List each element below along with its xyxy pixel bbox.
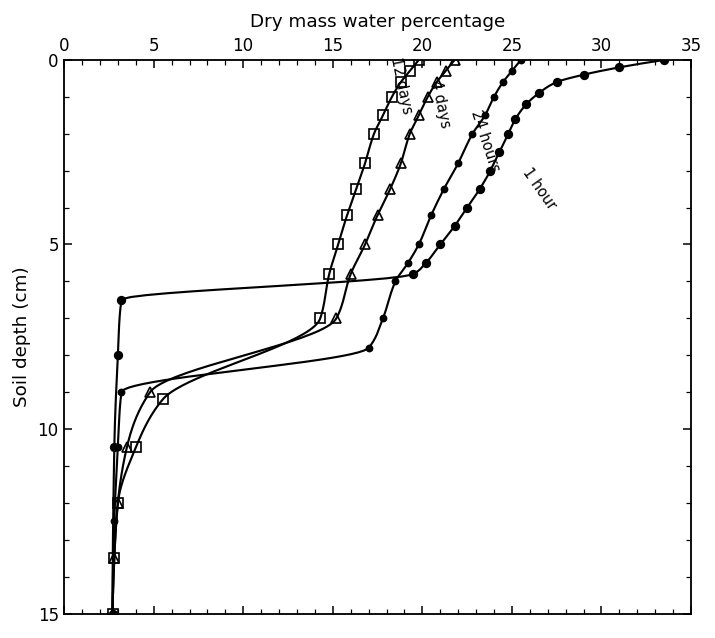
Text: 4 days: 4 days bbox=[428, 79, 453, 130]
Text: 24 hours: 24 hours bbox=[468, 108, 502, 174]
Text: 12 days: 12 days bbox=[388, 56, 414, 115]
Text: 1 hour: 1 hour bbox=[519, 165, 558, 213]
X-axis label: Dry mass water percentage: Dry mass water percentage bbox=[250, 13, 506, 31]
Y-axis label: Soil depth (cm): Soil depth (cm) bbox=[14, 267, 31, 407]
